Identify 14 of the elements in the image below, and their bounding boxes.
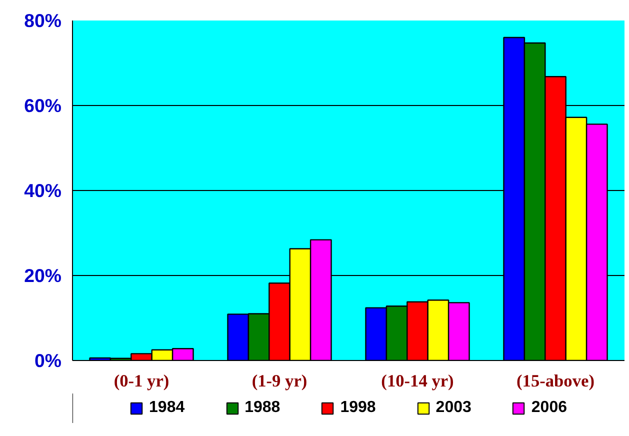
y-tick-label: 40% [24, 180, 62, 201]
x-tick-label: (0-1 yr) [114, 372, 170, 390]
x-tick-label: (10-14 yr) [381, 372, 454, 390]
legend-label: 1984 [149, 399, 185, 417]
x-tick-label: (1-9 yr) [252, 372, 308, 390]
legend-label: 2003 [436, 399, 472, 417]
x-tick-label: (15-above) [516, 372, 595, 390]
legend-label: 1998 [340, 399, 376, 417]
y-tick-label: 80% [24, 10, 62, 31]
y-tick-label: 0% [34, 350, 62, 371]
legend-label: 1988 [244, 399, 280, 417]
legend-label: 2006 [531, 399, 567, 417]
y-tick-label: 20% [24, 265, 62, 286]
y-tick-label: 60% [24, 95, 62, 116]
